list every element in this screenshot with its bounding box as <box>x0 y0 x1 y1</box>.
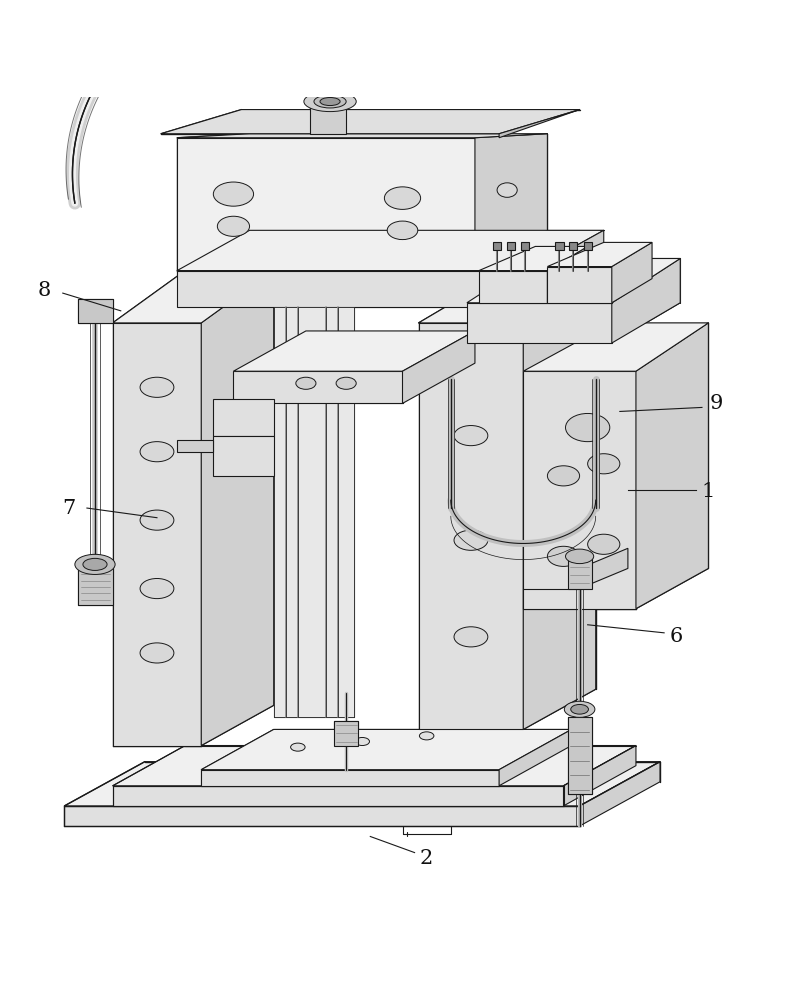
Ellipse shape <box>75 554 115 574</box>
Ellipse shape <box>140 643 174 663</box>
Polygon shape <box>113 271 274 323</box>
Ellipse shape <box>592 766 608 774</box>
Polygon shape <box>177 271 531 307</box>
Ellipse shape <box>565 413 610 442</box>
Polygon shape <box>161 110 580 134</box>
Polygon shape <box>233 371 402 403</box>
Ellipse shape <box>547 466 580 486</box>
Ellipse shape <box>296 377 316 389</box>
Ellipse shape <box>320 97 340 106</box>
Polygon shape <box>555 242 563 250</box>
Polygon shape <box>201 770 499 786</box>
Ellipse shape <box>588 454 620 474</box>
Ellipse shape <box>213 182 254 206</box>
Ellipse shape <box>314 95 346 108</box>
Ellipse shape <box>355 737 369 746</box>
Ellipse shape <box>454 627 488 647</box>
Polygon shape <box>580 762 660 826</box>
Polygon shape <box>547 242 652 267</box>
Polygon shape <box>531 230 604 307</box>
Polygon shape <box>274 307 354 717</box>
Text: 6: 6 <box>670 627 683 646</box>
Text: 2: 2 <box>420 849 433 868</box>
Polygon shape <box>499 110 580 138</box>
Polygon shape <box>499 729 572 786</box>
Polygon shape <box>568 717 592 794</box>
Polygon shape <box>612 258 680 343</box>
Ellipse shape <box>588 534 620 554</box>
Polygon shape <box>523 589 580 609</box>
Polygon shape <box>493 242 501 250</box>
Polygon shape <box>475 134 547 271</box>
Polygon shape <box>584 242 592 250</box>
Polygon shape <box>636 323 708 609</box>
Polygon shape <box>467 303 612 343</box>
Polygon shape <box>523 271 596 729</box>
Polygon shape <box>78 299 113 323</box>
Polygon shape <box>113 786 564 806</box>
Polygon shape <box>402 331 475 403</box>
Polygon shape <box>564 746 636 806</box>
Polygon shape <box>177 138 475 271</box>
Polygon shape <box>419 271 596 323</box>
Text: 1: 1 <box>702 482 715 501</box>
Polygon shape <box>201 729 572 770</box>
Polygon shape <box>419 323 523 729</box>
Polygon shape <box>113 323 201 746</box>
Ellipse shape <box>303 91 356 112</box>
Polygon shape <box>568 556 592 589</box>
Polygon shape <box>479 246 588 271</box>
Ellipse shape <box>387 221 418 240</box>
Polygon shape <box>523 371 636 609</box>
Ellipse shape <box>83 558 107 570</box>
Polygon shape <box>479 271 547 303</box>
Ellipse shape <box>140 578 174 599</box>
Polygon shape <box>334 721 358 746</box>
Ellipse shape <box>497 183 518 197</box>
Ellipse shape <box>565 549 593 564</box>
Polygon shape <box>547 246 588 303</box>
Text: 9: 9 <box>710 394 723 413</box>
Polygon shape <box>310 102 346 134</box>
Ellipse shape <box>419 732 434 740</box>
Polygon shape <box>213 399 274 436</box>
Polygon shape <box>521 242 529 250</box>
Polygon shape <box>507 242 515 250</box>
Text: 8: 8 <box>38 281 51 300</box>
Polygon shape <box>177 134 547 138</box>
Polygon shape <box>201 271 274 746</box>
Ellipse shape <box>153 766 169 774</box>
Polygon shape <box>580 548 628 589</box>
Polygon shape <box>213 436 274 476</box>
Ellipse shape <box>291 743 305 751</box>
Polygon shape <box>64 806 580 826</box>
Polygon shape <box>612 242 652 303</box>
Polygon shape <box>467 258 680 303</box>
Polygon shape <box>113 746 636 786</box>
Polygon shape <box>233 331 475 371</box>
Polygon shape <box>78 568 113 605</box>
Ellipse shape <box>385 187 421 209</box>
Ellipse shape <box>454 426 488 446</box>
Ellipse shape <box>547 546 580 566</box>
Polygon shape <box>177 440 213 452</box>
Ellipse shape <box>140 442 174 462</box>
Ellipse shape <box>140 377 174 397</box>
Ellipse shape <box>564 701 595 717</box>
Ellipse shape <box>140 510 174 530</box>
Ellipse shape <box>571 704 588 714</box>
Ellipse shape <box>217 216 250 236</box>
Polygon shape <box>569 242 577 250</box>
Polygon shape <box>523 323 708 371</box>
Ellipse shape <box>454 530 488 550</box>
Polygon shape <box>64 762 660 806</box>
Ellipse shape <box>336 377 357 389</box>
Polygon shape <box>177 230 604 271</box>
Text: 7: 7 <box>62 499 75 518</box>
Polygon shape <box>547 267 612 303</box>
